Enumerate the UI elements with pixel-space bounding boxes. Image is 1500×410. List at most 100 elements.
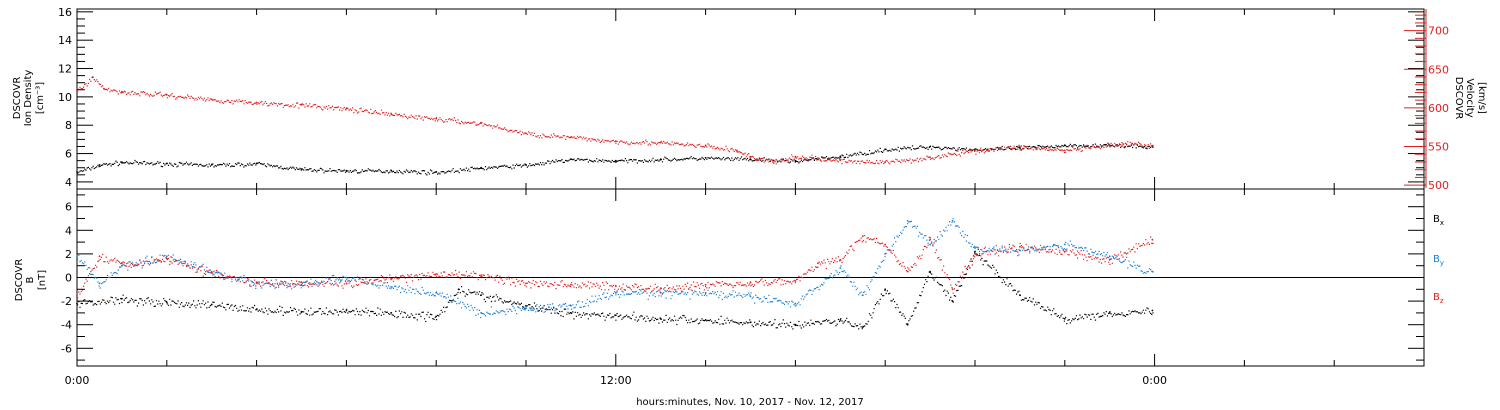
field-series-x-point <box>1063 317 1066 320</box>
ion-density-series-point <box>76 171 78 173</box>
field-series-x-point <box>749 321 752 324</box>
field-series-y-point <box>390 286 393 288</box>
velocity-series-point <box>614 140 617 143</box>
legend-Bz-sub: z <box>1440 297 1444 305</box>
field-axis-label-line1: DSCOVR <box>14 259 25 302</box>
legend-By-main: B <box>1433 254 1440 265</box>
velocity-series <box>76 76 1154 165</box>
field-series-y-point <box>906 220 909 222</box>
field-series-z-point <box>861 235 864 238</box>
field-series-x-point <box>1151 309 1154 312</box>
density-tick-label: 16 <box>58 6 72 19</box>
field-series-z-point <box>121 262 123 265</box>
velocity-tick-label: 600 <box>1428 102 1449 115</box>
field-series-z-point <box>255 281 258 284</box>
field-series-x-point <box>861 326 864 328</box>
field-series-x-point <box>884 288 887 291</box>
time-tick-label: 0:00 <box>1142 374 1167 387</box>
bottom-panel-series <box>76 218 1154 330</box>
field-series-z-point <box>345 282 348 285</box>
velocity-series-point <box>839 159 842 162</box>
top-panel-series <box>76 76 1154 176</box>
field-series-z-point <box>1019 245 1021 248</box>
velocity-series-point <box>884 161 887 163</box>
field-series-x-point <box>974 250 976 253</box>
field-tick-label: 0 <box>65 272 72 285</box>
field-series-z-point <box>390 277 393 280</box>
ion-density-series-point <box>704 156 707 159</box>
ion-density-series-point <box>570 158 572 161</box>
field-tick-label: 4 <box>65 224 72 237</box>
velocity-series-point <box>121 90 123 93</box>
velocity-series-point <box>1131 142 1134 145</box>
density-tick-label: 6 <box>65 148 72 161</box>
field-series-z-point <box>951 288 954 291</box>
velocity-axis-label-line3: [km/s] <box>1476 82 1487 114</box>
top-panel-frame <box>76 8 1425 190</box>
velocity-series-point <box>91 76 94 78</box>
field-tick-label: -2 <box>61 295 72 308</box>
field-series-y-point <box>884 253 887 255</box>
ion-density-series-point <box>165 162 168 165</box>
field-series-x-point <box>906 323 909 326</box>
field-series-x-point <box>614 314 617 317</box>
ion-density-series-point <box>435 171 438 173</box>
field-tick-label: -4 <box>61 319 72 332</box>
legend-Bz: Bz <box>1433 292 1444 305</box>
ion-density-series-point <box>345 169 348 172</box>
velocity-series-point <box>772 161 774 163</box>
field-series-y-point <box>570 304 572 307</box>
ion-density-series-point <box>300 168 303 171</box>
field-series-x-markers <box>77 248 1154 330</box>
field-series-y-point <box>165 255 168 258</box>
ion-density-series-point <box>390 169 393 172</box>
ion-density-series-point <box>1063 144 1066 147</box>
legend-Bz-main: B <box>1433 292 1440 303</box>
field-series-x-point <box>165 301 168 304</box>
field-series-y-point <box>345 276 348 279</box>
field-series-z-point <box>884 243 887 246</box>
ion-density-series-point <box>98 164 101 166</box>
time-tick-label: 0:00 <box>65 374 90 387</box>
field-series-x-point <box>435 315 438 318</box>
field-series-x-point <box>839 319 842 321</box>
field-series-y-point <box>704 291 707 294</box>
density-tick-label: 12 <box>58 63 72 76</box>
field-axis: -6 -4 -2 0 2 4 6 <box>61 194 1424 361</box>
field-series-x-point <box>659 317 662 320</box>
field-tick-label: -6 <box>61 342 72 355</box>
velocity-series-point <box>794 155 797 158</box>
velocity-series-point <box>345 107 348 110</box>
velocity-series-point <box>255 101 258 104</box>
velocity-series-point <box>570 136 572 139</box>
velocity-series-point <box>659 141 662 144</box>
density-tick-label: 10 <box>58 91 72 104</box>
velocity-series-point <box>165 93 168 96</box>
field-series-z-point <box>906 270 909 273</box>
field-series-y-point <box>76 255 78 258</box>
field-series-y-point <box>435 291 438 294</box>
ion-density-series-point <box>749 158 752 161</box>
field-series-x-point <box>704 319 707 321</box>
density-axis-label-line2: Ion Density <box>23 70 34 127</box>
ion-density-series-point <box>839 155 842 158</box>
field-series-y-point <box>1151 270 1154 273</box>
field-series-x-point <box>76 302 78 305</box>
field-series-z-point <box>525 282 527 285</box>
density-axis: 4 6 8 10 12 14 16 <box>58 6 1424 190</box>
field-series-y-point <box>614 291 617 294</box>
legend-Bx-sub: x <box>1440 219 1444 227</box>
time-axis: 0:00 12:00 0:00 <box>65 9 1425 387</box>
field-series-z-point <box>210 271 213 274</box>
field-series-z-point <box>614 284 617 287</box>
legend-Bx-main: B <box>1433 214 1440 225</box>
ion-density-series-point <box>884 148 887 151</box>
field-series-x-point <box>951 300 954 302</box>
field-series-z-point <box>165 257 168 260</box>
density-axis-label-line3: [cm⁻³] <box>35 82 46 114</box>
field-series-z-markers <box>77 235 1154 299</box>
field-series-x-point <box>929 270 931 273</box>
field-series-z-point <box>1108 258 1111 261</box>
velocity-series-point <box>300 103 303 106</box>
velocity-series-point <box>704 144 707 147</box>
